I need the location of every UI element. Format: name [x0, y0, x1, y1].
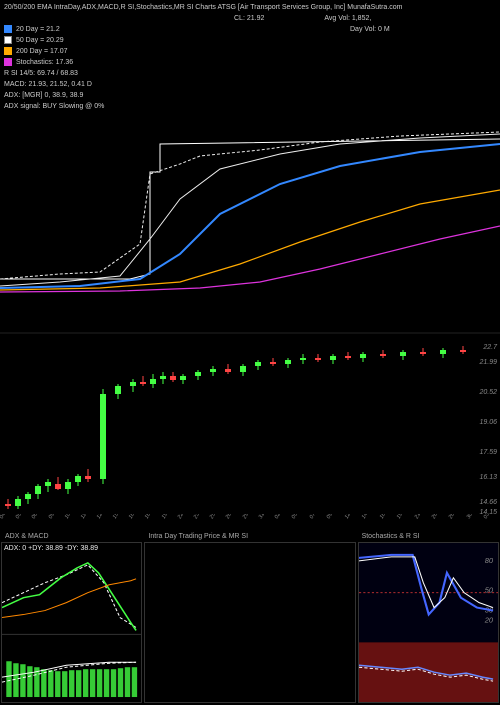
- ema200-label: 200 Day = 17.07: [16, 48, 68, 55]
- date-axis: 04 Oct05 Oct08 Oct09 Oct10 Oct11 Oct12 O…: [0, 514, 500, 526]
- date-tick: 19 Oct: [160, 514, 178, 523]
- svg-text:20: 20: [483, 616, 492, 625]
- y-axis-label: 21.99: [478, 359, 498, 366]
- close-value: 21.92: [247, 15, 265, 22]
- intraday-panel: Intra Day Trading Price & MR SI: [144, 542, 355, 703]
- svg-text:80: 80: [484, 556, 492, 565]
- date-tick: 16 Nov: [378, 514, 397, 523]
- adx-label: ADX: [MGR] 0, 38.9, 38.9: [4, 90, 496, 101]
- ema20-label: 20 Day = 21.2: [16, 26, 60, 33]
- svg-text:50: 50: [484, 586, 492, 595]
- date-tick: 07 Nov: [309, 514, 328, 523]
- date-tick: 18 Oct: [144, 514, 162, 523]
- candlestick-chart: 22.721.9920.5219.0617.5916.1314.6614.15: [0, 334, 500, 514]
- title-row: 20/50/200 EMA IntraDay,ADX,MACD,R SI,Sto…: [4, 2, 496, 13]
- stoch-label: Stochastics: 17.36: [16, 59, 73, 66]
- close-label: CL:: [234, 15, 245, 22]
- stoch-rsi-panel: Stochastics & R SI 80503020: [358, 542, 499, 703]
- ema50-swatch: [4, 36, 12, 44]
- title-text: 20/50/200 EMA IntraDay,ADX,MACD,R SI,Sto…: [4, 4, 403, 11]
- adx-macd-panel: ADX & MACD ADX: 0 +DY: 38.89 -DY: 38.89: [1, 542, 142, 703]
- adx-title: ADX & MACD: [2, 531, 52, 542]
- date-tick: 14 Nov: [361, 514, 380, 523]
- y-axis-label: 14.66: [478, 499, 498, 506]
- date-tick: 26 Nov: [431, 514, 450, 523]
- intra-title: Intra Day Trading Price & MR SI: [145, 531, 251, 542]
- date-tick: 02 Nov: [274, 514, 293, 523]
- stoch-swatch: [4, 58, 12, 66]
- date-tick: 08 Oct: [31, 514, 49, 523]
- date-tick: 26 Oct: [225, 514, 243, 523]
- volume-chart: [0, 294, 500, 334]
- macd-label: MACD: 21.93, 21.52, 0.41 D: [4, 79, 496, 90]
- y-axis-label: 22.7: [482, 344, 498, 351]
- date-tick: 19 Nov: [396, 514, 415, 523]
- date-tick: 12 Nov: [344, 514, 363, 523]
- header-stats: 20/50/200 EMA IntraDay,ADX,MACD,R SI,Sto…: [0, 0, 500, 114]
- date-tick: 29 Oct: [241, 514, 259, 523]
- adxsig-label: ADX signal: BUY Slowing @ 0%: [4, 101, 496, 112]
- dayvol: Day Vol: 0 M: [350, 24, 390, 35]
- stoch-title: Stochastics & R SI: [359, 531, 423, 542]
- y-axis-label: 17.59: [478, 449, 498, 456]
- ema50-label: 50 Day = 20.29: [16, 37, 64, 44]
- date-tick: 28 Nov: [448, 514, 467, 523]
- ema200-swatch: [4, 47, 12, 55]
- y-axis-label: 20.52: [478, 389, 498, 396]
- bottom-panels: ADX & MACD ADX: 0 +DY: 38.89 -DY: 38.89 …: [0, 540, 500, 705]
- adx-overlay: ADX: 0 +DY: 38.89 -DY: 38.89: [4, 545, 98, 552]
- ma-chart: [0, 114, 500, 294]
- y-axis-label: 19.06: [478, 419, 498, 426]
- date-tick: 03 Dec: [483, 514, 500, 523]
- y-axis-label: 16.13: [478, 474, 498, 481]
- rsi-label: R SI 14/5: 69.74 / 68.83: [4, 68, 496, 79]
- ema20-swatch: [4, 25, 12, 33]
- avgvol: Avg Vol: 1,852,: [324, 13, 371, 24]
- date-tick: 05 Nov: [291, 514, 310, 523]
- date-tick: 09 Oct: [47, 514, 65, 523]
- date-tick: 21 Nov: [413, 514, 432, 523]
- date-tick: 09 Nov: [326, 514, 345, 523]
